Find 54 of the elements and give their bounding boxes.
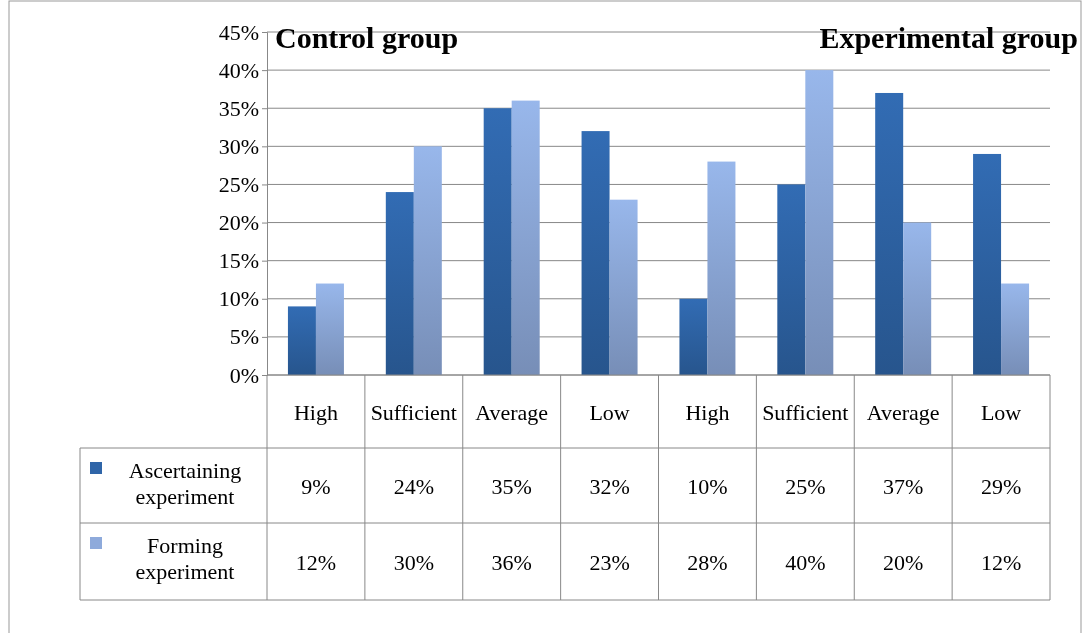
bar [315, 283, 344, 375]
bar [903, 222, 932, 375]
y-tick-label: 25% [218, 171, 259, 197]
annotation: Control group [275, 21, 459, 54]
bar [875, 92, 904, 375]
x-tick-label: Low [589, 400, 630, 425]
data-label: 24% [393, 473, 434, 499]
bar [581, 131, 610, 375]
data-label: 12% [980, 549, 1022, 575]
bar [1001, 283, 1030, 375]
x-tick-label: Average [866, 400, 940, 425]
x-tick-label: High [685, 400, 730, 425]
data-label: 29% [980, 473, 1022, 499]
data-label: 32% [589, 473, 630, 499]
x-tick-label: High [293, 400, 338, 425]
data-label: 30% [393, 549, 434, 575]
x-tick-label: Low [980, 400, 1022, 425]
data-label: 37% [883, 473, 924, 499]
y-tick-label: 35% [218, 95, 259, 121]
bar [385, 192, 414, 375]
legend-label: Ascertaining experiment [128, 458, 242, 509]
y-tick-label: 30% [218, 133, 259, 159]
y-tick-label: 0% [229, 362, 259, 388]
legend-label: Forming experiment [135, 533, 235, 584]
bar [413, 146, 442, 375]
data-label: 12% [295, 549, 337, 575]
y-tick-label: 10% [218, 286, 259, 312]
y-tick-label: 5% [229, 324, 259, 350]
y-tick-label: 45% [218, 19, 259, 45]
data-label: 36% [491, 549, 532, 575]
bar [679, 298, 708, 375]
annotation: Experimental group [819, 21, 1078, 54]
bar [609, 199, 638, 375]
y-tick-label: 15% [218, 248, 259, 274]
y-tick-label: 40% [218, 57, 259, 83]
data-label: 28% [687, 549, 728, 575]
data-label: 35% [491, 473, 532, 499]
data-label: 20% [883, 549, 924, 575]
bar [805, 70, 834, 375]
x-tick-label: Sufficient [370, 400, 457, 425]
x-tick-label: Sufficient [762, 400, 849, 425]
bar [511, 100, 540, 375]
data-label: 25% [785, 473, 826, 499]
bar [287, 306, 316, 375]
y-tick-label: 20% [218, 210, 259, 236]
bar [973, 153, 1002, 375]
bar [707, 161, 736, 375]
data-label: 9% [301, 473, 331, 499]
x-tick-label: Average [475, 400, 549, 425]
bar [483, 108, 512, 375]
bar [777, 184, 806, 375]
data-label: 40% [785, 549, 826, 575]
data-label: 10% [687, 473, 728, 499]
data-label: 23% [589, 549, 630, 575]
